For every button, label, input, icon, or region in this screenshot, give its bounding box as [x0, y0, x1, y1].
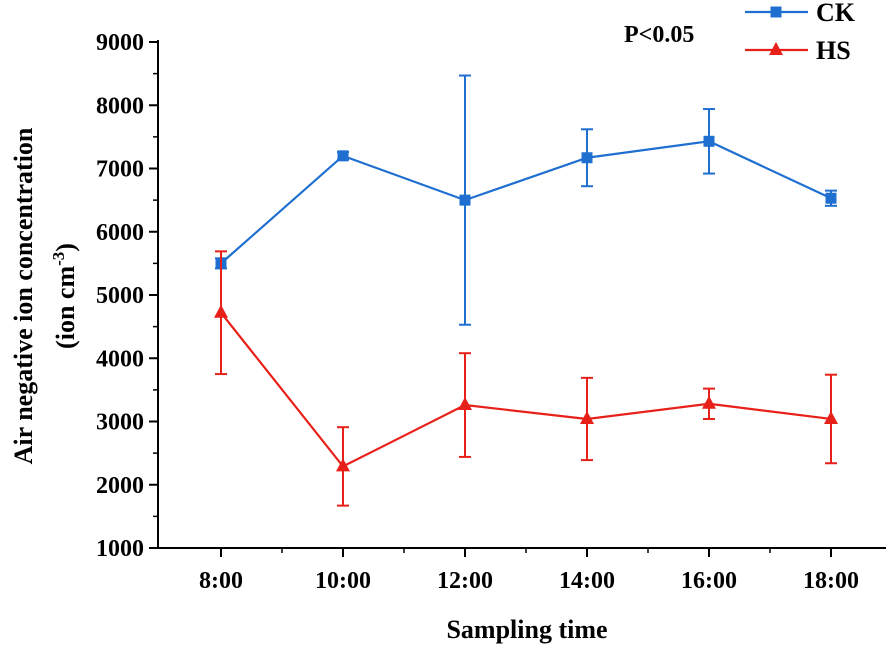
axes [157, 40, 886, 549]
data-point-marker [336, 458, 350, 472]
y-tick-label: 6000 [96, 220, 144, 246]
series-line-hs [220, 312, 832, 468]
data-point-marker [825, 192, 837, 204]
series-layer [214, 74, 838, 507]
data-point-marker [214, 304, 228, 318]
y-tick-label: 3000 [96, 410, 144, 436]
x-axis-title: Sampling time [446, 615, 607, 644]
data-point-marker [703, 135, 715, 147]
y-axis-title-unit: (ion cm-3) [49, 243, 80, 349]
y-tick-label: 5000 [96, 283, 144, 309]
y-axis-title-line1: Air negative ion concentration [9, 127, 38, 464]
x-tick-label: 12:00 [437, 568, 493, 594]
y-axis-title: Air negative ion concentration (ion cm-3… [9, 127, 80, 464]
y-ticks: 1000 2000 3000 4000 5000 6000 7000 8000 9000 [96, 30, 158, 562]
y-axis-unit-prefix: (ion cm [51, 266, 80, 349]
legend-marker [770, 6, 782, 18]
x-tick-label: 16:00 [681, 568, 737, 594]
data-point-marker [337, 150, 349, 162]
series-hs [214, 250, 838, 507]
x-tick-label: 8:00 [199, 568, 243, 594]
data-point-marker [580, 410, 594, 424]
y-axis-unit-suffix: ) [51, 243, 80, 252]
x-tick-label: 10:00 [315, 568, 371, 594]
y-tick-label: 8000 [96, 93, 144, 119]
y-tick-label: 1000 [96, 536, 144, 562]
x-tick-label: 18:00 [803, 568, 859, 594]
y-axis-unit-exponent: -3 [49, 252, 68, 266]
legend-item-hs: HS [745, 36, 851, 65]
p-value-annotation: P<0.05 [624, 22, 694, 48]
legend-item-ck: CK [745, 0, 856, 27]
data-point-marker [459, 194, 471, 206]
series-ck [215, 74, 837, 326]
x-ticks: 8:00 10:00 12:00 14:00 16:00 18:00 [199, 548, 859, 594]
series-line-ck [220, 140, 832, 265]
legend-label: CK [816, 0, 856, 27]
y-tick-label: 4000 [96, 346, 144, 372]
legend-label: HS [816, 36, 851, 65]
legend: CK HS [745, 0, 856, 65]
legend-marker [769, 42, 783, 55]
y-tick-label: 9000 [96, 30, 144, 56]
y-tick-label: 7000 [96, 157, 144, 183]
data-point-marker [581, 152, 593, 164]
data-point-marker [702, 395, 716, 409]
data-point-marker [458, 397, 472, 411]
x-tick-label: 14:00 [559, 568, 615, 594]
y-tick-label: 2000 [96, 473, 144, 499]
data-point-marker [824, 410, 838, 424]
